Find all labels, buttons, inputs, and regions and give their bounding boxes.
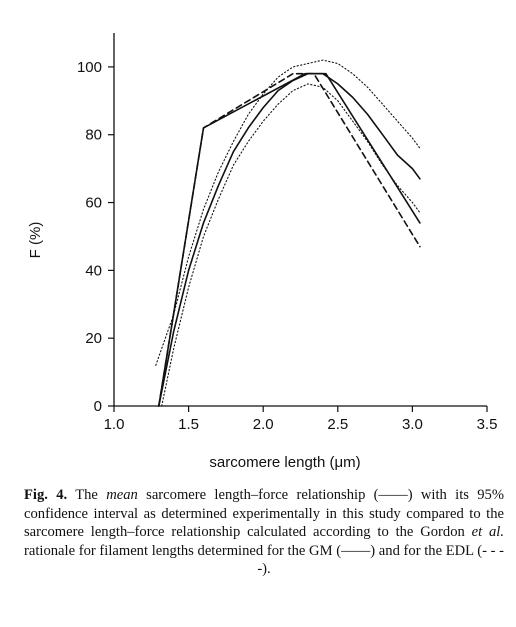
caption-text-3: rationale for filament lengths determine… <box>24 542 504 578</box>
figure-caption: Fig. 4. The mean sarcomere length–force … <box>24 486 504 579</box>
y-tick-label: 80 <box>85 127 102 144</box>
x-tick-label: 1.5 <box>178 416 199 433</box>
x-tick-label: 3.0 <box>402 416 423 433</box>
series-layer <box>155 59 421 407</box>
axes <box>113 33 487 407</box>
y-tick-label: 40 <box>85 262 102 279</box>
x-axis-title: sarcomere length (μm) <box>209 454 360 471</box>
caption-text-2: sarcomere length–force relationship (——)… <box>24 487 504 541</box>
series-line-EDL <box>158 72 421 407</box>
caption-emphasis-et-al: et al. <box>471 524 504 541</box>
y-axis-title: F (%) <box>27 222 44 259</box>
y-axis-ticks: 0 20 40 60 80 100 <box>77 59 114 415</box>
series-line-ci-lower <box>161 83 421 407</box>
x-axis-ticks: 1.0 1.5 2.0 2.5 3.0 3.5 <box>104 406 498 433</box>
x-tick-label: 3.5 <box>477 416 498 433</box>
series-line-GM <box>158 72 421 407</box>
y-tick-label: 60 <box>85 195 102 212</box>
y-tick-label: 100 <box>77 59 102 76</box>
series-line-ci-upper <box>155 59 421 366</box>
caption-text-1: The <box>67 487 107 503</box>
y-tick-label: 0 <box>94 398 102 415</box>
length-force-chart: 1.0 1.5 2.0 2.5 3.0 3.5 0 20 40 60 80 100 sarcomer… <box>27 33 498 471</box>
figure-label: Fig. 4. <box>24 487 68 503</box>
series-line-mean <box>158 72 421 407</box>
y-tick-label: 20 <box>85 330 102 347</box>
caption-emphasis-mean: mean <box>106 487 138 503</box>
x-tick-label: 2.0 <box>253 416 274 433</box>
x-tick-label: 1.0 <box>104 416 125 433</box>
x-tick-label: 2.5 <box>327 416 348 433</box>
